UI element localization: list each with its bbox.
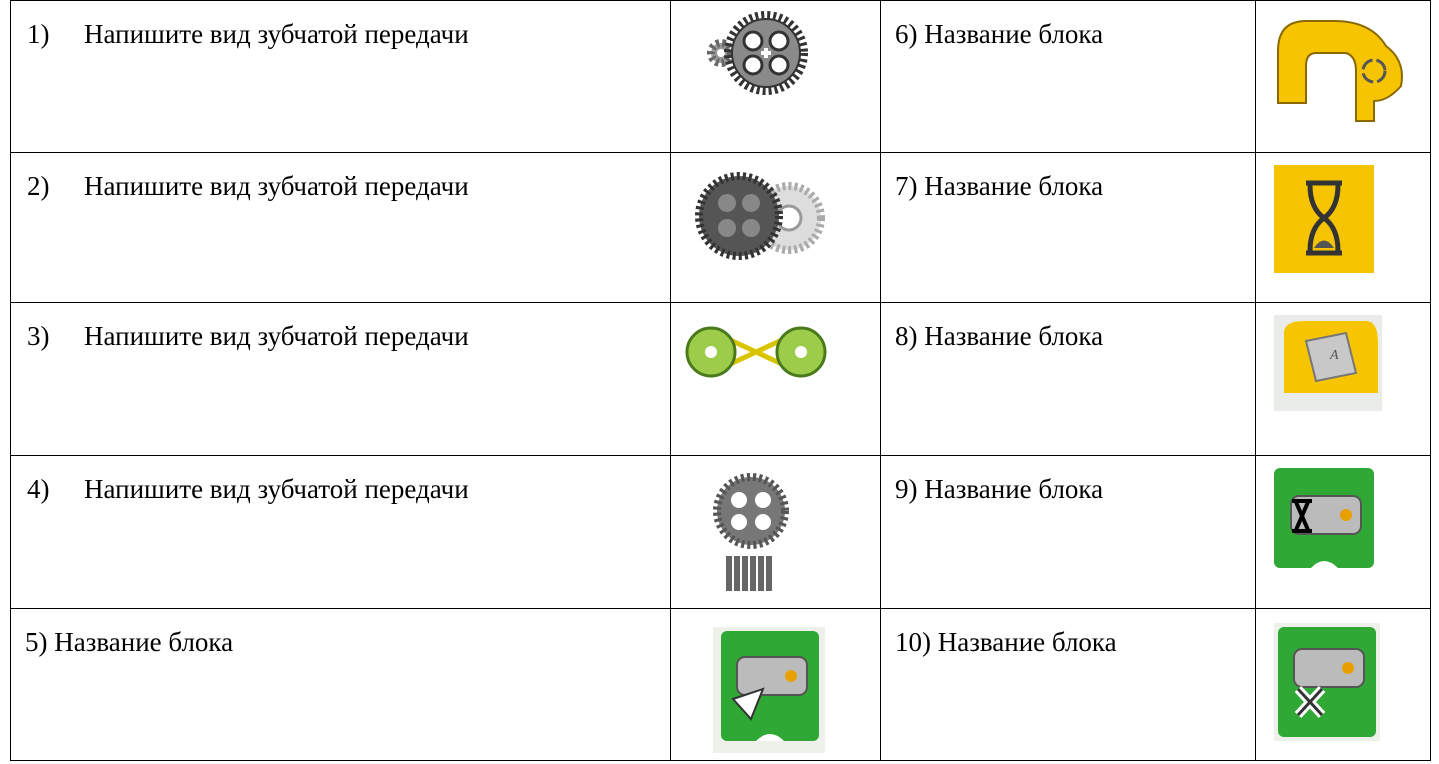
item-text: 7) Название блока (895, 171, 1104, 201)
cell: 8) Название блока (881, 303, 1256, 456)
item-text: 6) Название блока (895, 19, 1104, 49)
cell: 9) Название блока (881, 456, 1256, 609)
item-text: 5) Название блока (25, 627, 234, 657)
image-cell (1256, 609, 1431, 761)
cell: 7) Название блока (881, 153, 1256, 303)
item-marker: 4) (27, 474, 50, 504)
item-text: 8) Название блока (895, 321, 1104, 351)
motor-power-block-icon (713, 627, 825, 753)
motor-time-block-icon (1274, 468, 1374, 568)
cell: 10) Название блока (881, 609, 1256, 761)
wait-block-icon (1274, 165, 1374, 273)
svg-text:A: A (1329, 348, 1339, 363)
gear-pair-icon (707, 11, 808, 95)
item-text: Напишите вид зубчатой передачи (84, 19, 469, 49)
cell: 2) Напишите вид зубчатой передачи (11, 153, 671, 303)
item-marker: 2) (27, 171, 50, 201)
loop-block-icon (1277, 20, 1403, 122)
task-table: 1) Напишите вид зубчатой передачи 6) Назв… (10, 0, 1431, 761)
cell: 6) Название блока (881, 1, 1256, 153)
item-marker: 1) (27, 19, 50, 49)
cell: 1) Напишите вид зубчатой передачи (11, 1, 671, 153)
item-text: Напишите вид зубчатой передачи (84, 171, 469, 201)
image-cell (671, 153, 881, 303)
image-cell (1256, 1, 1431, 153)
worm-gear-icon (713, 473, 789, 591)
item-text: 10) Название блока (895, 627, 1117, 657)
image-cell (671, 303, 881, 456)
image-cell (1256, 153, 1431, 303)
cell: 5) Название блока (11, 609, 671, 761)
image-cell (671, 456, 881, 609)
key-block-icon: A (1274, 315, 1382, 411)
image-cell (1256, 456, 1431, 609)
cell: 3) Напишите вид зубчатой передачи (11, 303, 671, 456)
image-cell (671, 1, 881, 153)
motor-off-block-icon (1274, 623, 1380, 741)
image-cell: A (1256, 303, 1431, 456)
cell: 4) Напишите вид зубчатой передачи (11, 456, 671, 609)
item-marker: 3) (27, 321, 50, 351)
item-text: Напишите вид зубчатой передачи (84, 321, 469, 351)
image-cell (671, 609, 881, 761)
item-text: 9) Название блока (895, 474, 1104, 504)
gear-mesh-icon (695, 172, 825, 260)
belt-drive-icon (685, 326, 827, 378)
item-text: Напишите вид зубчатой передачи (84, 474, 469, 504)
